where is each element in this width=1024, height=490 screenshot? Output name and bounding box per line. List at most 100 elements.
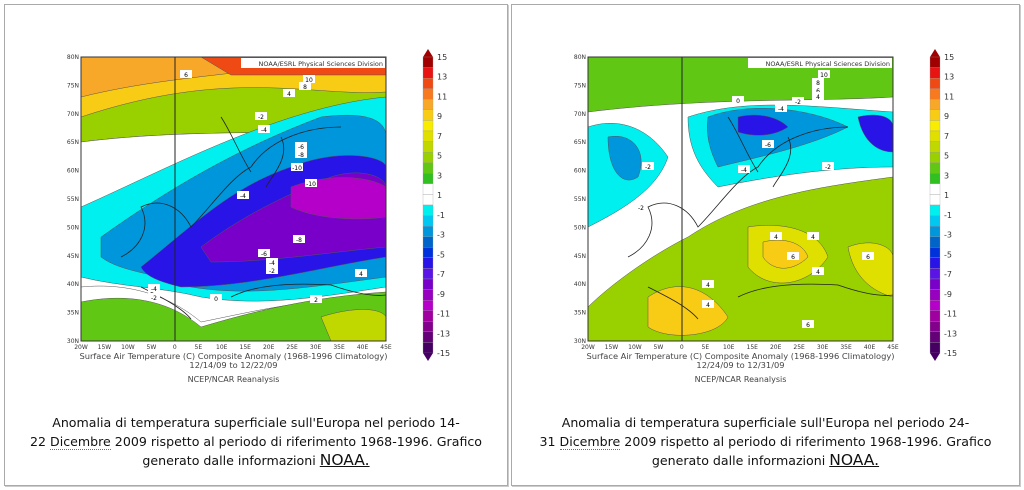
contour-label: -2	[795, 99, 801, 106]
contour-label-box	[148, 293, 160, 301]
latitude-tick-label: 70N	[67, 111, 79, 118]
colorbar-label: 1	[437, 191, 442, 200]
colorbar-bin	[929, 151, 941, 163]
caption-text: 2009 rispetto al periodo di riferimento …	[110, 434, 483, 449]
map-frame	[587, 56, 894, 342]
contour-label: -6	[765, 142, 771, 149]
map-source: NCEP/NCAR Reanalysis	[188, 375, 280, 384]
latitude-tick-label: 70N	[574, 111, 586, 118]
contour-label-box	[818, 70, 830, 78]
colorbar-bin	[929, 141, 941, 153]
colorbar-bin	[422, 194, 434, 206]
contour-label: -2	[638, 205, 644, 212]
latitude-tick-label: 35N	[67, 310, 79, 317]
latitude-tick-label: 80N	[67, 54, 79, 61]
colorbar-bin	[929, 194, 941, 206]
colorbar-bin	[422, 162, 434, 174]
colorbar-label: 3	[437, 171, 442, 180]
longitude-tick-label: 25E	[286, 344, 298, 351]
colorbar-bin	[422, 215, 434, 227]
contour-label-box	[762, 140, 774, 148]
colorbar-bin	[929, 99, 941, 111]
map-plot-area: NOAA/ESRL Physical Sciences Division1086…	[574, 54, 899, 351]
figure-caption: Anomalia di temperatura superficiale sul…	[15, 413, 497, 470]
colorbar-bin	[422, 88, 434, 100]
contour-label-box	[702, 280, 714, 288]
latitude-tick-label: 60N	[574, 168, 586, 175]
longitude-tick-label: 35E	[333, 344, 345, 351]
caption-text: 31	[539, 434, 560, 449]
glossary-term[interactable]: Dicembre	[50, 434, 111, 450]
colorbar-bin	[422, 331, 434, 343]
contour-label: 4	[706, 282, 710, 289]
caption-text: 2009 rispetto al periodo di riferimento …	[620, 434, 992, 449]
colorbar-arrow-up	[423, 49, 433, 57]
contour-label-box	[812, 78, 824, 86]
contour-label: -4	[261, 127, 267, 134]
contour-label-box	[732, 96, 744, 104]
figure-panel-left: NOAA/ESRL Physical Sciences Division 6 10 8…	[4, 4, 508, 486]
colorbar-bin	[929, 331, 941, 343]
colorbar-bin	[929, 278, 941, 290]
colorbar-label: -9	[944, 290, 952, 299]
colorbar-bin	[929, 225, 941, 237]
colorbar-label: 3	[944, 171, 949, 180]
colorbar-label: 15	[437, 53, 447, 62]
colorbar-bin	[929, 204, 941, 216]
colorbar-label: 13	[944, 73, 954, 82]
colorbar-bin	[422, 342, 434, 354]
latitude-tick-label: 30N	[67, 338, 79, 345]
contour-label: 0	[214, 296, 218, 303]
colorbar-bin	[422, 130, 434, 142]
contour-label-box	[310, 295, 322, 303]
colorbar-label: -13	[944, 329, 957, 338]
noaa-link[interactable]: NOAA.	[319, 451, 370, 469]
colorbar-label: 7	[944, 132, 949, 141]
colorbar-bin	[422, 120, 434, 132]
contour-label: -6	[261, 251, 267, 258]
latitude-tick-label: 50N	[574, 224, 586, 231]
colorbar-bin	[422, 257, 434, 269]
credit-box	[241, 58, 385, 68]
contour-label: -2	[258, 114, 264, 121]
contour-label-box	[295, 142, 307, 150]
contour-label-box	[295, 150, 307, 158]
glossary-term[interactable]: Dicembre	[559, 434, 621, 450]
colorbar-bin	[929, 299, 941, 311]
contour-label-box	[807, 232, 819, 240]
colorbar-label: 9	[437, 112, 442, 121]
longitude-tick-label: 5W	[654, 344, 664, 351]
colorbar-bin	[422, 183, 434, 195]
colorbar-bin	[929, 162, 941, 174]
colorbar-label: -15	[437, 349, 450, 358]
colorbar-bin	[422, 289, 434, 301]
contour-label-box	[812, 92, 824, 100]
caption-line: Anomalia di temperatura superficiale sul…	[52, 415, 460, 430]
colorbar-bin	[422, 247, 434, 259]
colorbar-label: -5	[437, 250, 445, 259]
colorbar-bin	[929, 120, 941, 132]
latitude-tick-label: 55N	[574, 196, 586, 203]
latitude-tick-label: 80N	[574, 54, 586, 61]
map-frame	[80, 56, 387, 342]
colorbar-bin	[422, 278, 434, 290]
latitude-tick-label: 45N	[67, 253, 79, 260]
contour-label: -4	[240, 193, 246, 200]
colorbar-bin	[422, 173, 434, 185]
caption-text: 22	[29, 434, 51, 449]
contour-label: 10	[820, 72, 828, 79]
longitude-tick-label: 5E	[195, 344, 203, 351]
colorbar-bin	[929, 257, 941, 269]
latitude-tick-label: 65N	[67, 139, 79, 146]
contour-label: -6	[298, 144, 304, 151]
colorbar-bin	[929, 109, 941, 121]
map-title: Surface Air Temperature (C) Composite An…	[586, 351, 894, 361]
map-source: NCEP/NCAR Reanalysis	[695, 375, 787, 384]
colorbar-label: -7	[437, 270, 445, 279]
contour-label: -10	[292, 165, 302, 172]
longitude-tick-label: 0	[680, 344, 684, 351]
noaa-link[interactable]: NOAA.	[829, 451, 880, 469]
colorbar: 15 13 11 9 7 5 3 1 -1 -3 -5 -7 -9 -11 -13 -15	[422, 49, 450, 361]
longitude-tick-label: 15W	[605, 344, 619, 351]
colorbar-bin	[422, 56, 434, 68]
